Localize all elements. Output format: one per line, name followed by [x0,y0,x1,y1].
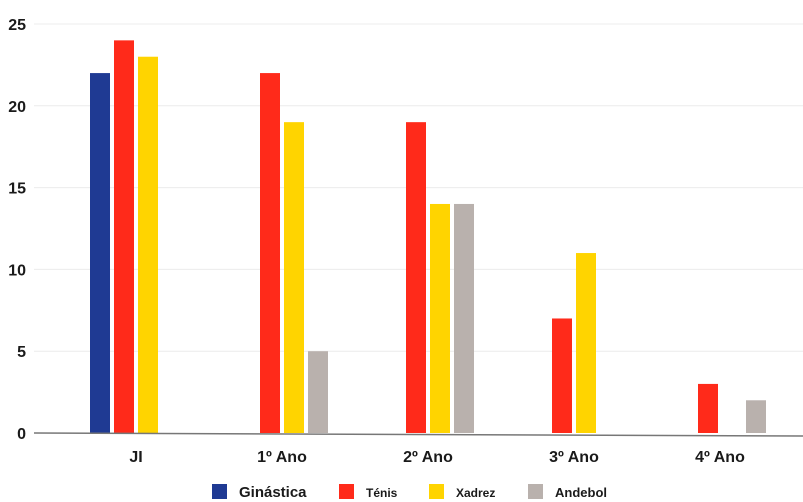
bar-xadrez [284,122,304,433]
bar-xadrez [138,56,158,433]
y-tick-label: 5 [17,344,26,361]
y-tick-label: 15 [8,181,26,198]
legend-label: Ginástica [239,484,307,501]
x-category-label: JI [129,449,142,466]
x-category-label: 4º Ano [695,449,745,466]
bar-andebol [746,400,766,433]
bar-tenis [114,40,134,434]
legend-swatch [429,484,444,499]
y-tick-label: 0 [17,426,26,443]
x-category-label: 3º Ano [549,449,599,466]
x-axis-line [33,432,803,437]
bar-andebol [308,351,328,433]
legend-label: Andebol [555,485,607,500]
bar-tenis [406,122,426,433]
x-category-label: 2º Ano [403,449,453,466]
x-axis-categories: JI 1º Ano 2º Ano 3º Ano 4º Ano [129,449,745,466]
bar-tenis [698,383,718,433]
y-tick-label: 10 [8,262,26,279]
legend-label: Ténis [366,486,398,500]
legend-swatch [528,484,543,499]
bar-xadrez [576,253,596,433]
y-tick-label: 20 [8,99,26,116]
y-tick-label: 25 [8,17,26,34]
legend: Ginástica Ténis Xadrez Andebol [212,484,607,501]
bar-xadrez [430,203,450,433]
legend-swatch [212,484,227,499]
bar-andebol [454,203,474,433]
bar-tenis [260,73,280,433]
x-category-label: 1º Ano [257,449,307,466]
legend-label: Xadrez [456,486,495,500]
legend-swatch [339,484,354,499]
y-axis-ticks: 0 5 10 15 20 25 [8,17,26,443]
bar-ginastica [90,73,110,433]
bars [90,40,766,434]
bar-tenis [552,318,572,433]
